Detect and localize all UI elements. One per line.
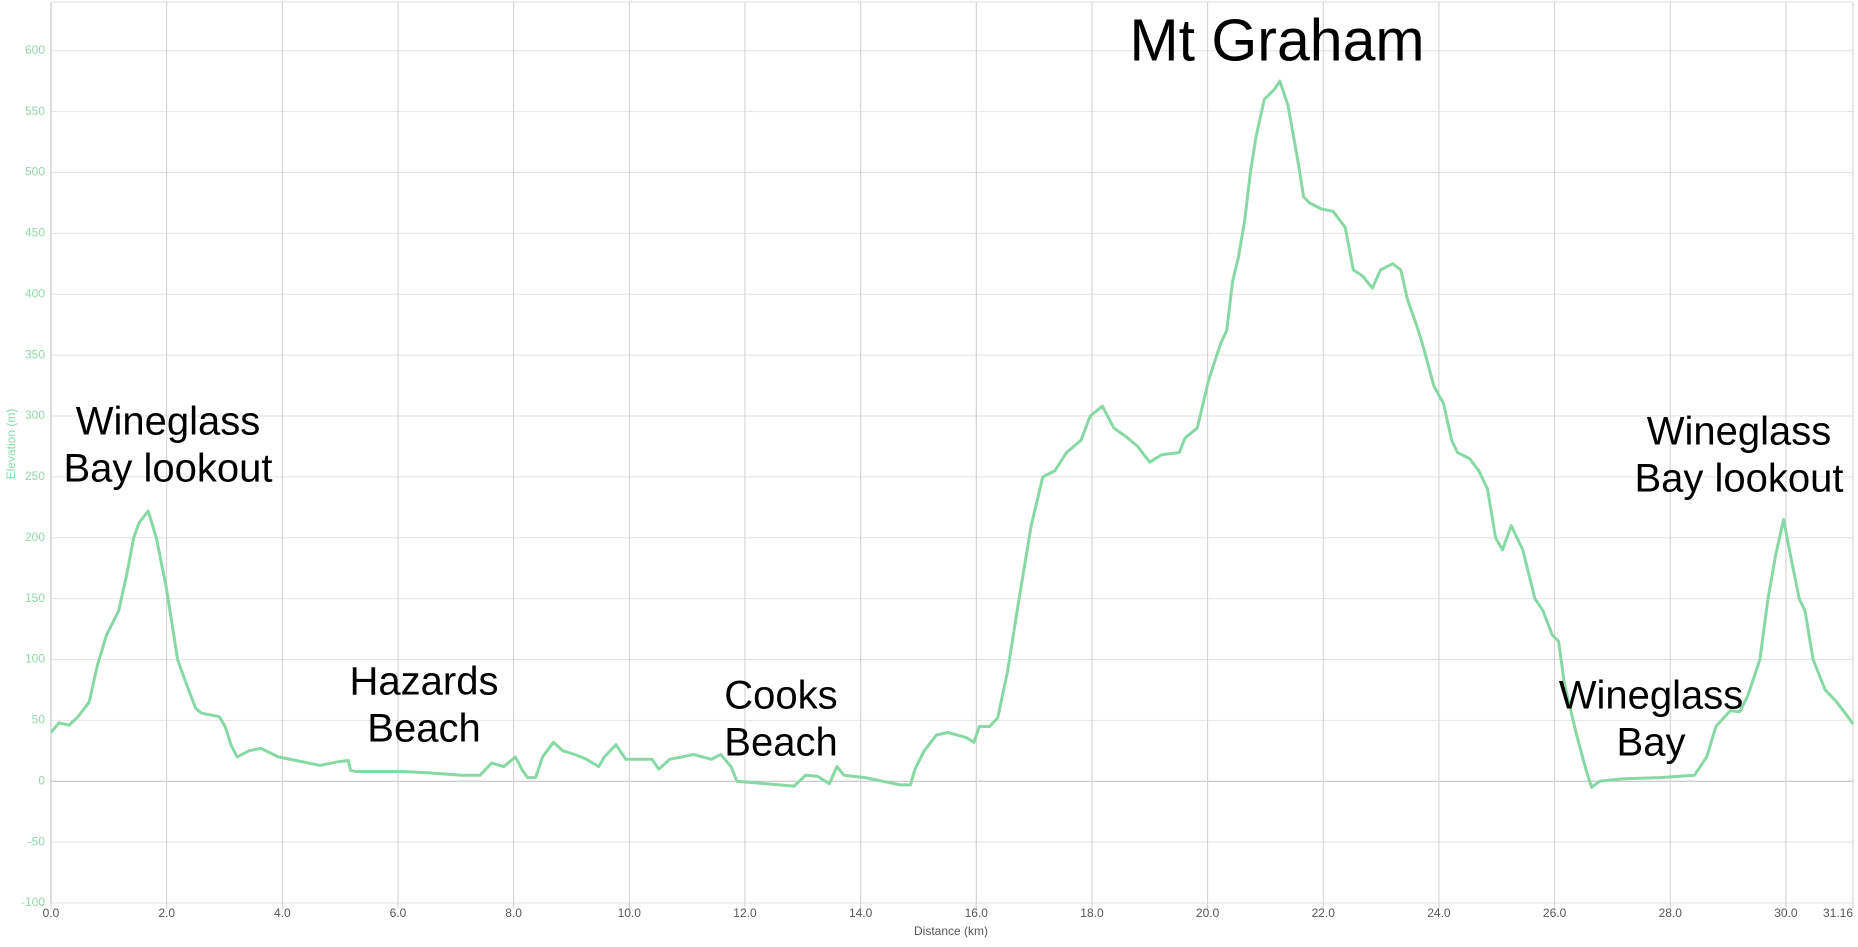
y-tick-label: -100 xyxy=(21,895,45,909)
y-tick-label: 100 xyxy=(25,652,45,666)
x-tick-label: 10.0 xyxy=(618,906,642,920)
annotation: Wineglass xyxy=(76,400,261,444)
x-tick-label: 30.0 xyxy=(1774,906,1798,920)
y-tick-label: 350 xyxy=(25,347,45,361)
annotation: Hazards xyxy=(350,660,499,704)
x-tick-label: 26.0 xyxy=(1543,906,1567,920)
x-tick-label: 2.0 xyxy=(158,906,175,920)
x-tick-label: 18.0 xyxy=(1080,906,1104,920)
y-tick-label: 500 xyxy=(25,165,45,179)
annotation: Wineglass xyxy=(1647,410,1832,454)
x-tick-label: 22.0 xyxy=(1312,906,1336,920)
annotation: Beach xyxy=(367,707,480,751)
y-tick-label: -50 xyxy=(28,834,46,848)
x-tick-label: 14.0 xyxy=(849,906,873,920)
annotation: Cooks xyxy=(724,674,837,718)
y-tick-label: 0 xyxy=(38,773,45,787)
x-tick-label: 12.0 xyxy=(733,906,757,920)
annotation: Bay lookout xyxy=(63,447,272,491)
y-tick-label: 600 xyxy=(25,43,45,57)
x-tick-label: 31.16 xyxy=(1823,906,1853,920)
annotation: Mt Graham xyxy=(1129,8,1424,74)
x-tick-label: 8.0 xyxy=(505,906,522,920)
y-tick-label: 200 xyxy=(25,530,45,544)
x-tick-label: 28.0 xyxy=(1659,906,1683,920)
y-tick-label: 300 xyxy=(25,408,45,422)
x-axis-title: Distance (km) xyxy=(914,924,988,938)
y-axis-title: Elevation (m) xyxy=(4,409,18,480)
x-tick-label: 4.0 xyxy=(274,906,291,920)
y-tick-label: 150 xyxy=(25,591,45,605)
x-tick-label: 20.0 xyxy=(1196,906,1220,920)
elevation-line xyxy=(49,79,1855,789)
x-tick-label: 24.0 xyxy=(1427,906,1451,920)
annotation: Bay lookout xyxy=(1634,457,1843,501)
annotation: Bay xyxy=(1617,721,1686,765)
x-tick-label: 6.0 xyxy=(390,906,407,920)
y-tick-label: 450 xyxy=(25,226,45,240)
x-tick-label: 0.0 xyxy=(43,906,60,920)
annotation: Beach xyxy=(724,721,837,765)
y-tick-label: 550 xyxy=(25,104,45,118)
annotation: Wineglass xyxy=(1559,674,1744,718)
x-tick-label: 16.0 xyxy=(965,906,989,920)
y-tick-label: 400 xyxy=(25,286,45,300)
y-tick-label: 250 xyxy=(25,469,45,483)
y-tick-label: 50 xyxy=(32,713,46,727)
